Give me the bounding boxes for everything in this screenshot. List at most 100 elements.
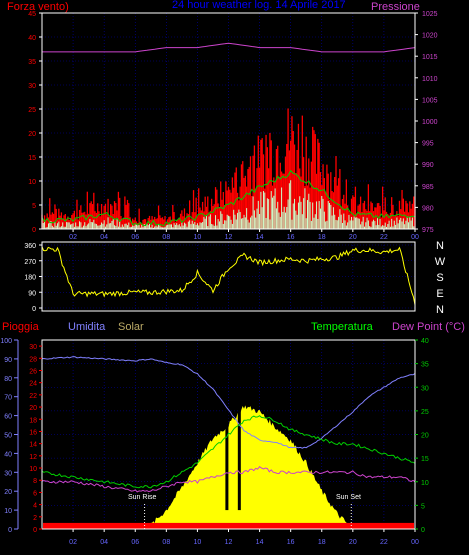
direction-tick-label: 270: [24, 259, 36, 266]
pressure-tick-label: 980: [422, 205, 434, 212]
humidity-tick-label: 0: [8, 527, 12, 534]
humidity-tick-label: 90: [4, 357, 12, 364]
temperature-tick-label: 35: [421, 362, 429, 369]
top-x-tick-label: 06: [131, 234, 139, 241]
wind-tick-label: 10: [28, 179, 36, 186]
bottom-x-tick-label: 22: [380, 539, 388, 546]
pressure-tick-label: 1000: [422, 119, 438, 126]
avg-wind-line: [41, 169, 416, 227]
dewpoint-label: Dew Point (°C): [392, 321, 465, 333]
temperature-line: [41, 415, 416, 489]
dewpoint-line: [41, 466, 416, 493]
solar-dip: [225, 406, 229, 511]
rain-tick-label: 22: [29, 393, 37, 400]
rain-tick-label: 18: [29, 417, 37, 424]
temperature-tick-label: 20: [421, 433, 429, 440]
top-x-tick-label: 02: [69, 234, 77, 241]
pressure-axis-ticks: 975 980 985 990 995 1000 1005 1010 1015 1020 1025: [415, 11, 438, 234]
rain-tick-label: 20: [29, 405, 37, 412]
top-series: [41, 42, 416, 229]
temperature-tick-label: 25: [421, 409, 429, 416]
bottom-x-tick-label: 08: [162, 539, 170, 546]
sunrise-label: Sun Rise: [128, 494, 157, 501]
bottom-x-tick-label: 06: [131, 539, 139, 546]
sunset-label: Sun Set: [336, 494, 361, 501]
temperature-tick-label: 5: [421, 503, 425, 510]
wind-tick-label: 0: [32, 227, 36, 234]
pressure-tick-label: 1010: [422, 76, 438, 83]
top-x-tick-label: 12: [225, 234, 233, 241]
bottom-x-tick-label: 12: [225, 539, 233, 546]
top-x-tick-label: 08: [162, 234, 170, 241]
wind-tick-label: 45: [28, 11, 36, 18]
humidity-tick-label: 20: [4, 489, 12, 496]
pressure-tick-label: 1025: [422, 11, 438, 18]
wind-tick-label: 35: [28, 59, 36, 66]
rain-tick-label: 14: [29, 442, 37, 449]
wind-tick-label: 40: [28, 35, 36, 42]
humidity-label: Umidita: [68, 321, 106, 333]
rain-tick-label: 10: [29, 466, 37, 473]
top-x-tick-label: 14: [256, 234, 264, 241]
bottom-x-tick-label: 14: [256, 539, 264, 546]
top-x-tick-label: 16: [287, 234, 295, 241]
top-x-tick-label: 10: [194, 234, 202, 241]
pressure-tick-label: 975: [422, 227, 434, 234]
rain-tick-label: 24: [29, 381, 37, 388]
rain-tick-label: 30: [29, 344, 37, 351]
direction-tick-label: 90: [28, 290, 36, 297]
top-x-tick-label: 04: [100, 234, 108, 241]
rain-tick-label: 2: [33, 515, 37, 522]
direction-series: [41, 246, 416, 305]
wind-tick-label: 30: [28, 83, 36, 90]
solar-dip: [237, 406, 241, 511]
temperature-tick-label: 10: [421, 480, 429, 487]
temperature-tick-label: 0: [421, 527, 425, 534]
humidity-temp-panel: Pioggia Umidita Solar Temperatura Dew Po…: [0, 321, 465, 546]
direction-tick-label: 180: [24, 275, 36, 282]
bottom-x-tick-label: 04: [100, 539, 108, 546]
pressure-label: Pressione: [371, 1, 420, 13]
direction-tick-label: 360: [24, 243, 36, 250]
humidity-tick-label: 50: [4, 433, 12, 440]
humidity-tick-label: 40: [4, 451, 12, 458]
pressure-tick-label: 990: [422, 162, 434, 169]
top-x-tick-label: 22: [380, 234, 388, 241]
direction-axis-ticks: 0 90 180 270 360: [24, 243, 42, 313]
direction-line: [41, 246, 416, 305]
pressure-tick-label: 985: [422, 184, 434, 191]
bottom-x-tick-label: 20: [349, 539, 357, 546]
humidity-tick-label: 70: [4, 395, 12, 402]
wind-tick-label: 15: [28, 155, 36, 162]
temperature-tick-label: 15: [421, 456, 429, 463]
wind-pressure-panel: Forza vento) 24 hour weather log. 14 Apr…: [7, 0, 438, 241]
wind-label: Forza vento): [7, 1, 69, 13]
pressure-tick-label: 1020: [422, 33, 438, 40]
pressure-line: [42, 42, 416, 53]
humidity-tick-label: 30: [4, 470, 12, 477]
rain-tick-label: 4: [33, 503, 37, 510]
humidity-tick-label: 80: [4, 376, 12, 383]
solar-label: Solar: [118, 321, 144, 333]
bottom-x-axis-ticks: 02 04 06 08 10 12 14 16 18 20 22 00: [69, 529, 419, 546]
bottom-series: [41, 356, 416, 529]
temperature-tick-label: 40: [421, 338, 429, 345]
solar-area: [42, 405, 415, 529]
bottom-x-tick-label: 02: [69, 539, 77, 546]
rain-tick-label: 16: [29, 429, 37, 436]
bottom-x-tick-label: 10: [194, 539, 202, 546]
rain-label: Pioggia: [2, 321, 40, 333]
pressure-tick-label: 1015: [422, 54, 438, 61]
wind-tick-label: 20: [28, 131, 36, 138]
direction-tick-label: 0: [32, 306, 36, 313]
top-x-axis-ticks: 02 04 06 08 10 12 14 16 18 20 22 00: [69, 229, 419, 241]
rain-tick-label: 12: [29, 454, 37, 461]
rain-tick-label: 0: [33, 527, 37, 534]
wind-tick-label: 25: [28, 107, 36, 114]
humidity-axis-ticks: 0 10 20 30 40 50 60 70 80 90 100: [0, 338, 19, 534]
wind-axis-ticks: 0 5 10 15 20 25 30 35 40 45: [28, 11, 42, 234]
bottom-x-tick-label: 16: [287, 539, 295, 546]
